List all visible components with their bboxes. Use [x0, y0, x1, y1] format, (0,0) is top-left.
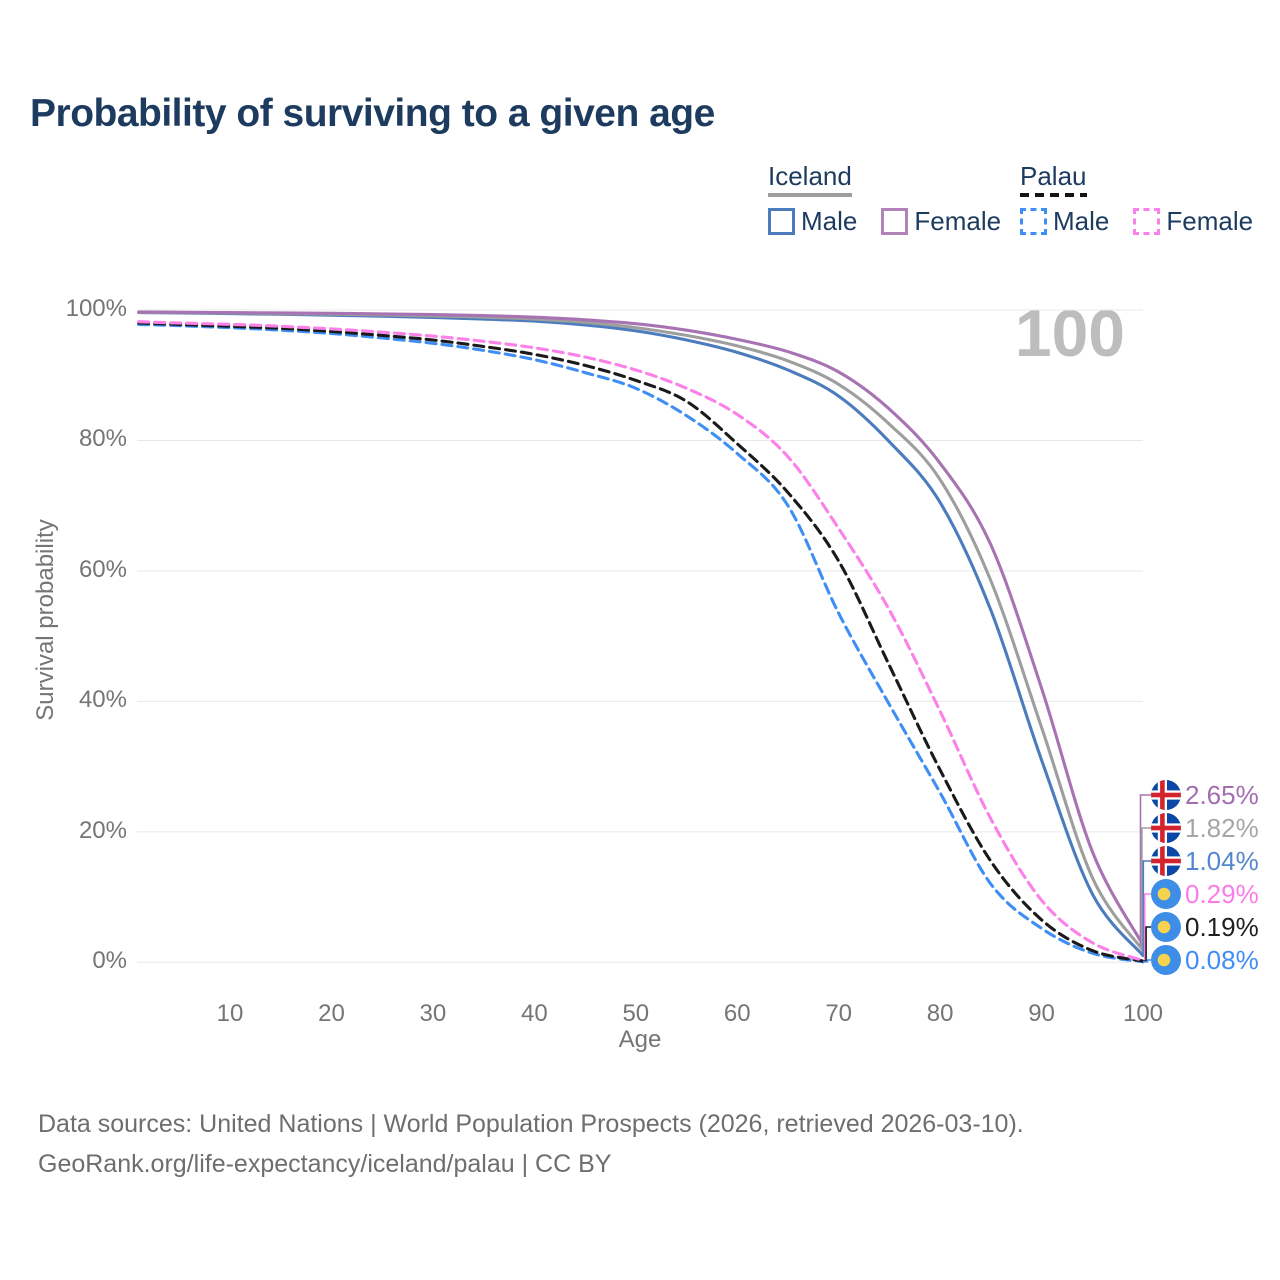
legend-swatch-dashed-icon	[1133, 208, 1161, 236]
legend-item-palau-female[interactable]: Female	[1133, 206, 1253, 237]
legend-swatch-dashed-icon	[1020, 208, 1047, 236]
curve-iceland-male[interactable]	[137, 311, 1145, 958]
legend-item-label: Female	[914, 206, 1002, 237]
legend-country-label: Palau	[1020, 161, 1087, 191]
legend-group-palau: Palau Male Female	[1020, 161, 1253, 237]
page-title: Probability of surviving to a given age	[30, 92, 715, 135]
end-label-connector	[1141, 827, 1151, 952]
legend-item-label: Female	[1166, 206, 1254, 237]
legend-item-label: Male	[801, 206, 858, 237]
legend-country-palau[interactable]: Palau	[1020, 161, 1087, 198]
legend-item-iceland-female[interactable]: Female	[881, 206, 1001, 237]
curve-iceland-female[interactable]	[137, 310, 1145, 947]
legend-underline-solid-icon	[768, 193, 852, 198]
curve-palau-male[interactable]	[137, 322, 1145, 964]
end-label-connector	[1143, 959, 1151, 963]
legend-item-iceland-male[interactable]: Male	[768, 206, 857, 237]
legend-underline-dashed-icon	[1020, 193, 1087, 198]
footer-attribution: GeoRank.org/life-expectancy/iceland/pala…	[38, 1150, 612, 1178]
legend-swatch-solid-icon	[881, 208, 909, 236]
curve-palau-female[interactable]	[137, 320, 1145, 962]
x-axis-title: Age	[618, 1026, 662, 1053]
legend-country-iceland[interactable]: Iceland	[768, 161, 852, 198]
age-hover-value: 100	[1014, 296, 1125, 370]
curve-iceland-total[interactable]	[137, 310, 1145, 952]
legend-item-label: Male	[1053, 206, 1110, 237]
legend-group-iceland: Iceland Male Female	[768, 161, 1001, 237]
curve-palau-total[interactable]	[137, 321, 1145, 963]
legend-swatch-solid-icon	[768, 208, 795, 236]
footer-data-sources: Data sources: United Nations | World Pop…	[38, 1110, 1024, 1138]
legend-country-label: Iceland	[768, 161, 852, 191]
footer: Data sources: United Nations | World Pop…	[38, 1104, 1024, 1184]
legend-items-palau: Male Female	[1020, 206, 1253, 237]
end-label-connector	[1142, 860, 1151, 957]
legend-items-iceland: Male Female	[768, 206, 1001, 237]
legend-item-palau-male[interactable]: Male	[1020, 206, 1109, 237]
